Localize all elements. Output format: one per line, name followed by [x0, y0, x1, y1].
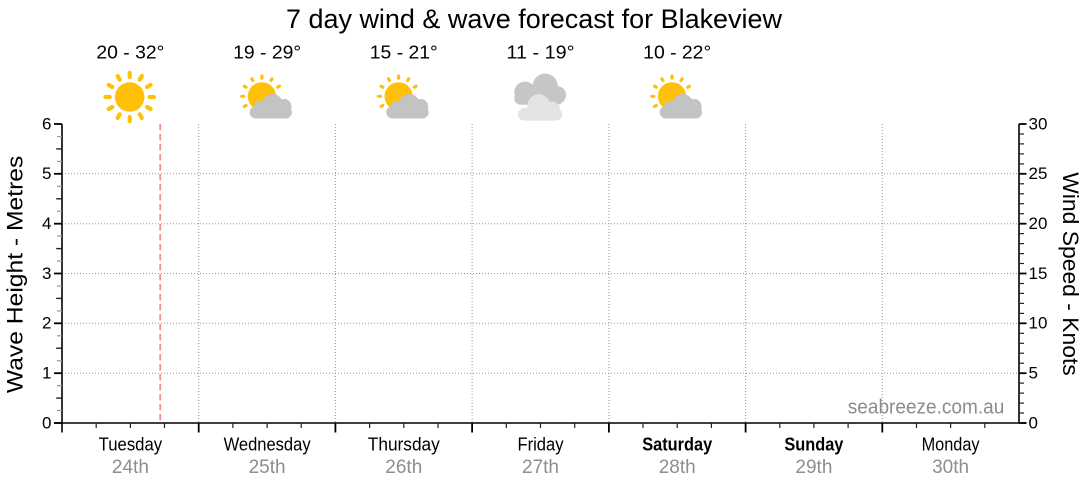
svg-text:11 - 19°: 11 - 19°: [507, 42, 575, 63]
svg-text:seabreeze.com.au: seabreeze.com.au: [848, 396, 1005, 419]
svg-text:7 day wind & wave forecast for: 7 day wind & wave forecast for Blakeview: [286, 4, 783, 34]
svg-text:30: 30: [1029, 114, 1048, 133]
svg-text:5: 5: [1029, 364, 1038, 383]
svg-text:15 - 21°: 15 - 21°: [370, 42, 438, 63]
svg-text:Friday: Friday: [518, 435, 564, 455]
svg-text:2: 2: [42, 314, 51, 333]
svg-text:19 - 29°: 19 - 29°: [233, 42, 301, 63]
svg-text:Wednesday: Wednesday: [224, 435, 311, 455]
svg-text:Wave Height - Metres: Wave Height - Metres: [3, 156, 28, 393]
svg-text:25: 25: [1029, 164, 1048, 183]
svg-text:29th: 29th: [795, 457, 832, 478]
svg-text:Thursday: Thursday: [368, 435, 440, 455]
svg-text:Wind Speed - Knots: Wind Speed - Knots: [1058, 172, 1080, 376]
svg-text:10: 10: [1029, 314, 1048, 333]
svg-text:30th: 30th: [932, 457, 969, 478]
svg-text:10 - 22°: 10 - 22°: [643, 42, 711, 63]
svg-text:0: 0: [1029, 413, 1038, 432]
svg-text:6: 6: [42, 114, 51, 133]
svg-text:20: 20: [1029, 214, 1048, 233]
svg-text:Sunday: Sunday: [784, 435, 843, 455]
svg-text:3: 3: [42, 264, 51, 283]
svg-text:25th: 25th: [249, 457, 286, 478]
svg-text:27th: 27th: [522, 457, 559, 478]
svg-text:0: 0: [42, 413, 51, 432]
svg-text:15: 15: [1029, 264, 1048, 283]
svg-text:1: 1: [42, 364, 51, 383]
svg-text:4: 4: [42, 214, 51, 233]
svg-text:5: 5: [42, 164, 51, 183]
svg-text:24th: 24th: [112, 457, 149, 478]
svg-text:Saturday: Saturday: [642, 435, 712, 455]
svg-text:Tuesday: Tuesday: [99, 435, 163, 455]
svg-text:Monday: Monday: [922, 435, 980, 455]
svg-text:26th: 26th: [385, 457, 422, 478]
svg-text:20 - 32°: 20 - 32°: [96, 42, 164, 63]
svg-text:28th: 28th: [659, 457, 696, 478]
